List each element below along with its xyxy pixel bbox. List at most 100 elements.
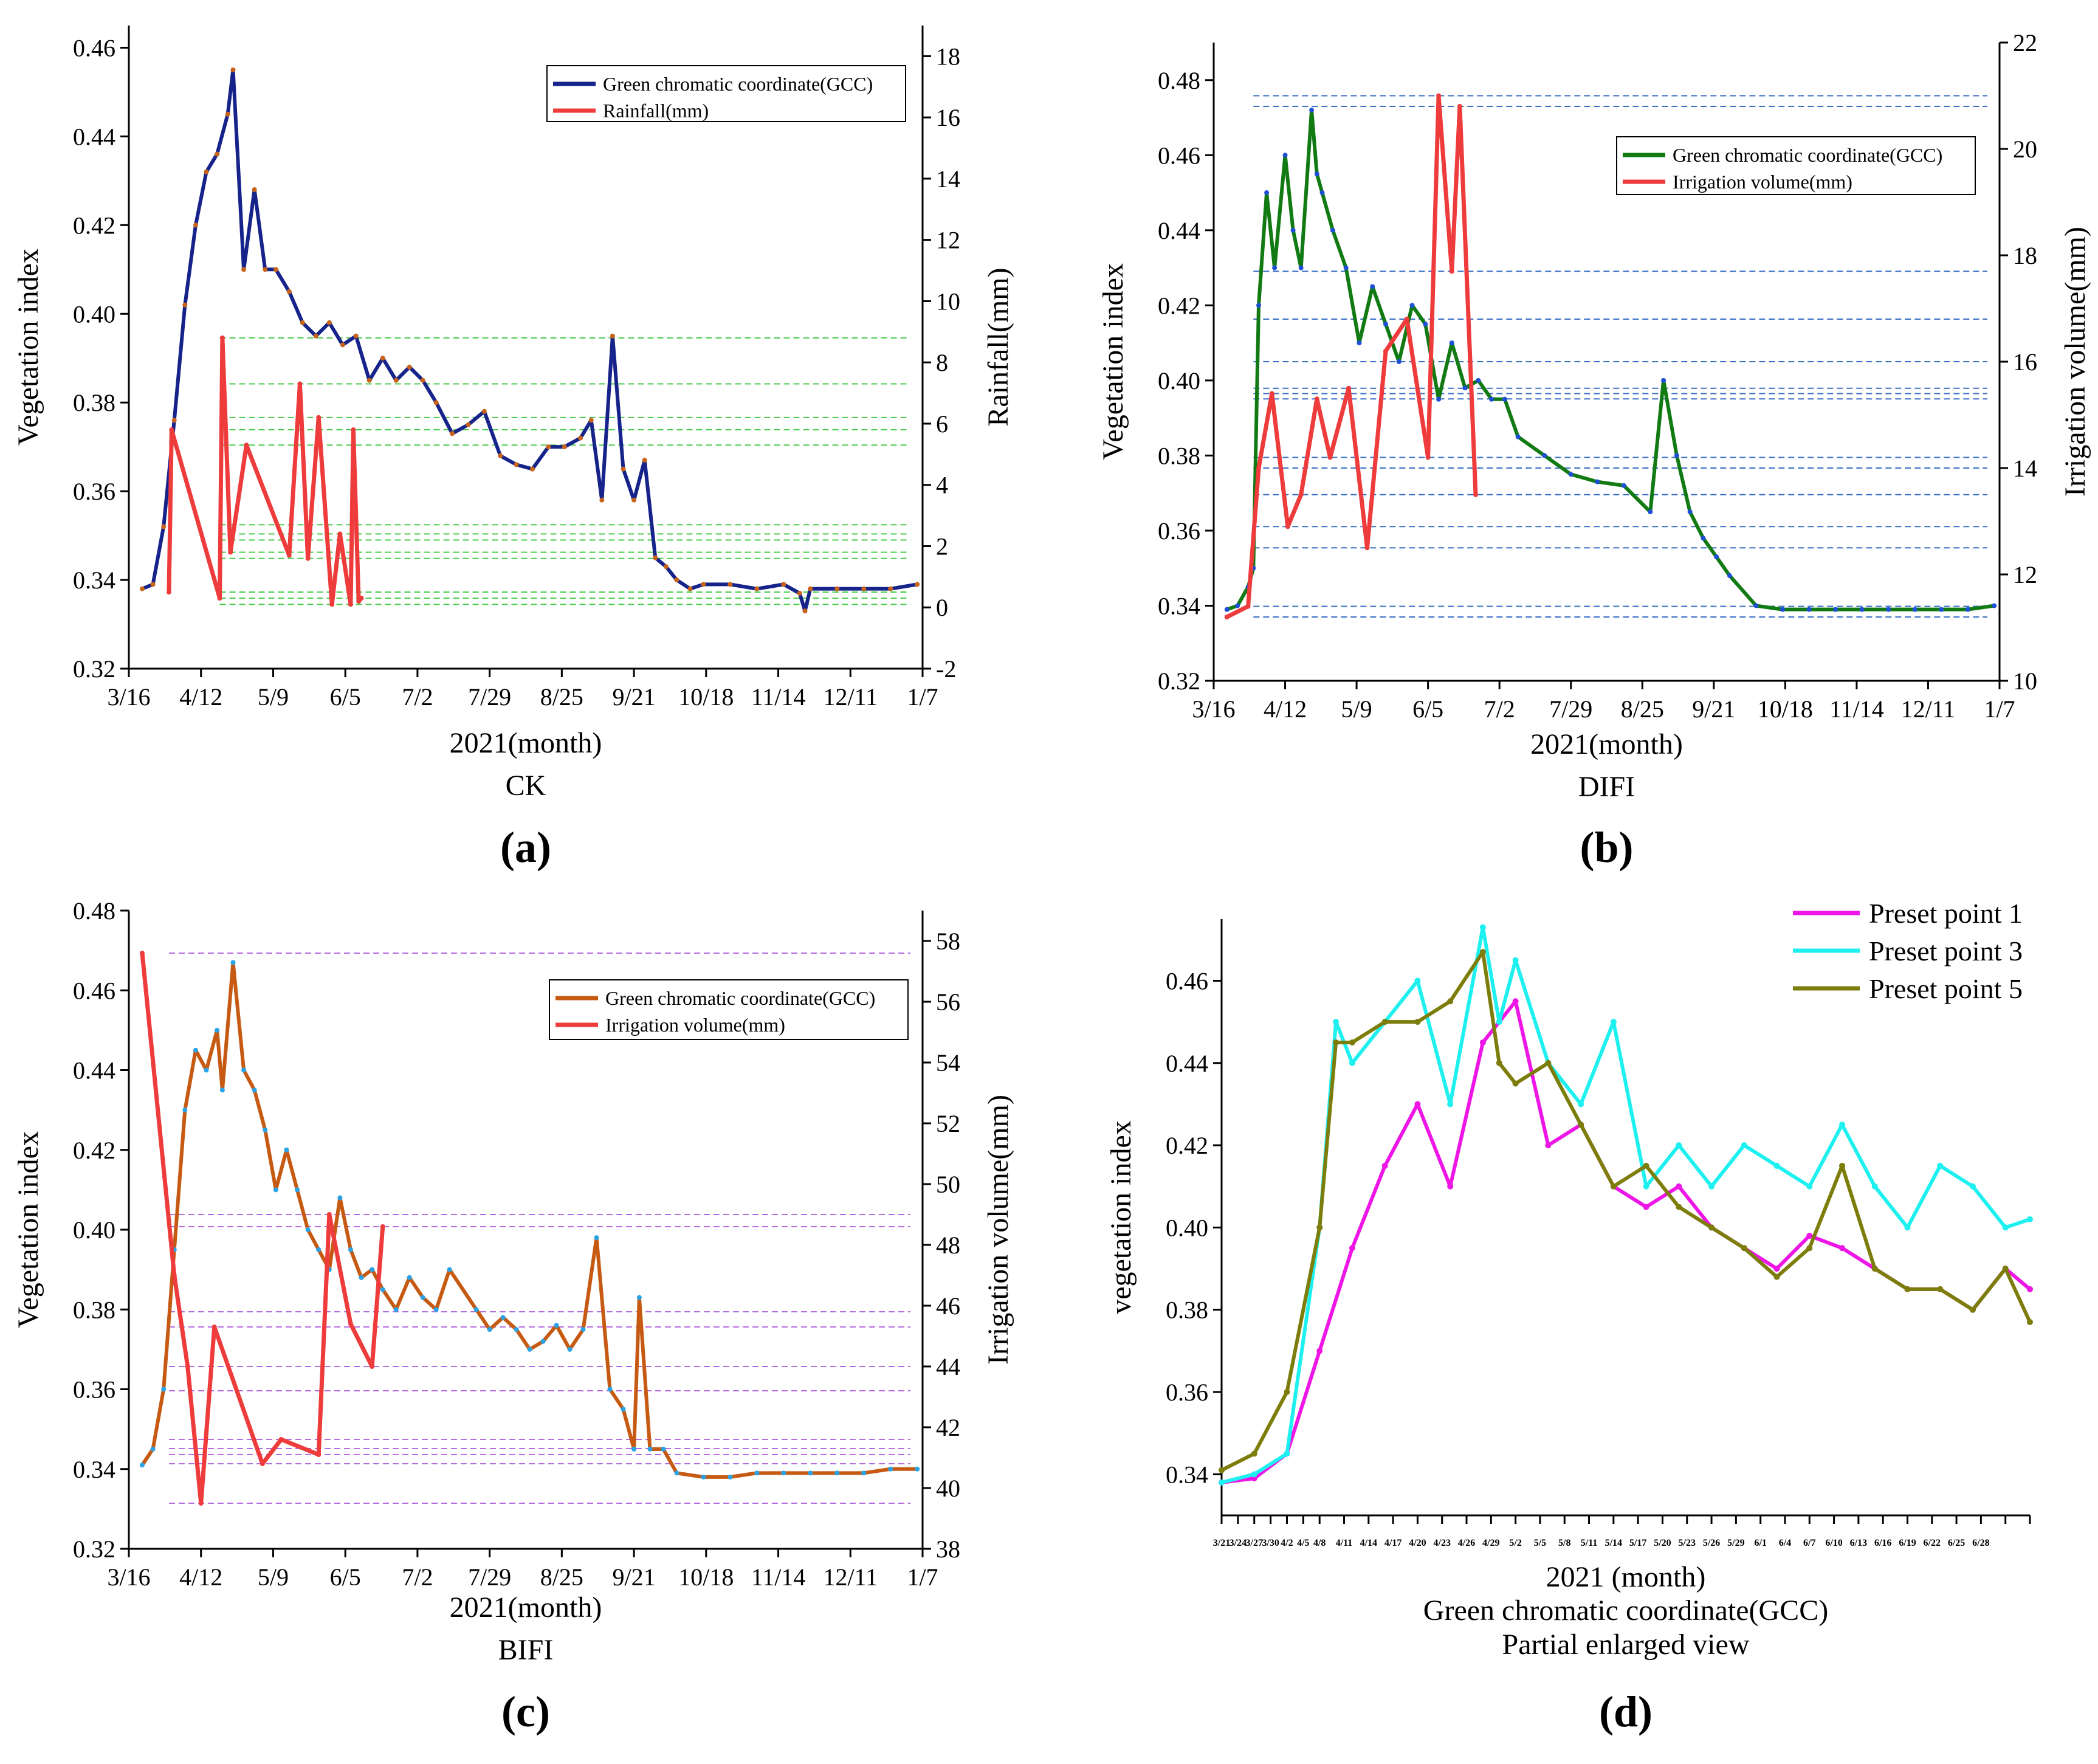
data-point xyxy=(316,1247,322,1252)
x-tick-label: 8/25 xyxy=(1621,695,1664,723)
data-point xyxy=(1904,1286,1911,1292)
data-point xyxy=(340,342,345,348)
data-point xyxy=(171,418,177,423)
data-point xyxy=(498,453,503,458)
legend-label: Green chromatic coordinate(GCC) xyxy=(603,73,873,95)
data-point xyxy=(252,1087,257,1093)
data-point xyxy=(337,531,343,537)
y2-tick-label: 18 xyxy=(2013,242,2037,269)
data-point xyxy=(139,951,145,956)
data-point xyxy=(834,586,840,591)
data-point xyxy=(1610,1183,1617,1190)
y2-tick-label: 4 xyxy=(936,472,948,499)
data-point xyxy=(1496,1059,1502,1066)
x-tick-label: 12/11 xyxy=(823,1563,878,1591)
data-point xyxy=(1330,227,1335,233)
y-tick-label: 0.38 xyxy=(73,389,115,416)
y-tick-label: 0.44 xyxy=(73,123,115,150)
data-point xyxy=(1449,340,1454,346)
data-point xyxy=(1687,509,1693,515)
panel-subtitle: DIFI xyxy=(1578,771,1635,803)
data-point xyxy=(888,586,893,591)
data-point xyxy=(353,333,359,339)
data-point xyxy=(1327,455,1333,460)
x-tick-label: 9/21 xyxy=(613,1563,656,1591)
x-tick-label: 3/21 xyxy=(1213,1538,1230,1548)
data-point xyxy=(1839,1162,1846,1169)
y-tick-label: 0.46 xyxy=(73,34,115,61)
data-point xyxy=(241,267,247,272)
data-point xyxy=(297,381,303,387)
x-tick-label: 6/7 xyxy=(1803,1538,1815,1548)
data-point xyxy=(2027,1286,2033,1292)
data-point xyxy=(380,356,385,361)
series-line-1 xyxy=(141,67,918,613)
x-tick-label: 11/14 xyxy=(751,683,806,711)
data-point xyxy=(1224,607,1230,612)
x-tick-label: 8/25 xyxy=(540,1563,583,1591)
data-point xyxy=(1545,1059,1552,1066)
data-point xyxy=(1806,1232,1813,1239)
data-point xyxy=(215,151,220,157)
data-point xyxy=(514,1327,519,1332)
x-tick-label: 5/29 xyxy=(1727,1538,1744,1548)
data-point xyxy=(1298,492,1304,497)
data-point xyxy=(1643,1204,1649,1210)
x-tick-label: 6/16 xyxy=(1874,1538,1891,1548)
data-point xyxy=(2002,1224,2009,1231)
data-point xyxy=(915,582,920,587)
data-point xyxy=(225,111,230,117)
data-point xyxy=(204,1067,209,1073)
data-point xyxy=(1643,1183,1649,1190)
y-axis-title: Vegetation index xyxy=(12,249,44,446)
data-point xyxy=(781,1470,786,1476)
data-point xyxy=(1773,1266,1780,1272)
x-tick-label: 7/2 xyxy=(402,1563,433,1591)
data-point xyxy=(514,462,519,467)
data-point xyxy=(366,377,372,383)
data-point xyxy=(1674,453,1679,458)
data-point xyxy=(1512,957,1519,963)
data-point xyxy=(808,1470,813,1476)
x-tick-label: 3/16 xyxy=(107,1563,150,1591)
panel-subtitle: CK xyxy=(506,770,546,802)
y-tick-label: 0.46 xyxy=(1158,142,1200,169)
y-tick-label: 0.32 xyxy=(1158,667,1200,695)
chart-panel-1: 0.32 0.34 0.36 0.38 0.40 0.42 0.44 0.46 -2 0 2 4 6 8 1… xyxy=(12,26,1014,872)
data-point xyxy=(1939,607,1944,612)
data-point xyxy=(326,320,332,325)
data-point xyxy=(1333,1019,1340,1025)
data-point xyxy=(407,1275,412,1280)
y2-tick-label: -2 xyxy=(936,655,956,683)
data-point xyxy=(1316,1224,1323,1231)
x-tick-label: 6/25 xyxy=(1948,1538,1965,1548)
data-point xyxy=(1346,385,1352,391)
legend-label: Irrigation volume(mm) xyxy=(1673,171,1852,193)
y-tick-label: 0.34 xyxy=(73,567,115,594)
data-point xyxy=(631,1446,637,1452)
y2-tick-label: 46 xyxy=(936,1292,960,1320)
data-point xyxy=(661,1446,666,1452)
x-tick-label: 7/29 xyxy=(468,1563,511,1591)
data-point xyxy=(861,1470,867,1476)
x-tick-label: 4/12 xyxy=(1264,695,1307,723)
data-point xyxy=(861,586,867,591)
data-point xyxy=(1714,554,1719,560)
x-tick-label: 6/10 xyxy=(1825,1538,1842,1548)
data-point xyxy=(1833,607,1838,612)
data-point xyxy=(1676,1183,1682,1190)
data-point xyxy=(1871,1266,1878,1272)
x-tick-label: 10/18 xyxy=(678,1563,734,1591)
x-tick-label: 11/14 xyxy=(751,1563,806,1591)
data-point xyxy=(337,1195,343,1201)
y2-tick-label: 50 xyxy=(936,1171,960,1198)
data-point xyxy=(1937,1286,1944,1292)
data-point xyxy=(915,1466,920,1472)
data-point xyxy=(2027,1216,2033,1222)
data-point xyxy=(1806,1183,1813,1190)
data-point xyxy=(359,596,364,601)
x-tick-label: 5/9 xyxy=(258,683,289,711)
data-point xyxy=(1512,1080,1519,1087)
y-tick-label: 0.36 xyxy=(1166,1379,1208,1406)
data-point xyxy=(1256,303,1262,308)
